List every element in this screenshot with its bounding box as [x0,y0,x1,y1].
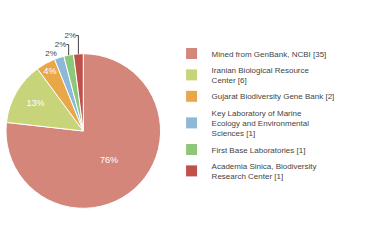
svg-text:Mined from GenBank, NCBI [35]: Mined from GenBank, NCBI [35] [212,50,327,59]
svg-text:Academia Sinica, BiodiversityR: Academia Sinica, BiodiversityResearch Ce… [212,162,317,181]
svg-text:76%: 76% [100,155,118,165]
svg-text:4%: 4% [43,66,56,76]
svg-text:2%: 2% [65,31,77,40]
svg-text:First Base Laboratories [1]: First Base Laboratories [1] [212,146,306,155]
svg-text:Iranian Biological ResourceCen: Iranian Biological ResourceCenter [6] [212,66,310,85]
svg-text:Key Laboratory of MarineEcolog: Key Laboratory of MarineEcology and Envi… [212,109,310,139]
svg-text:2%: 2% [45,49,57,58]
svg-text:2%: 2% [55,40,67,49]
svg-text:Gujarat Biodiversity Gene Bank: Gujarat Biodiversity Gene Bank [2] [212,92,335,101]
svg-text:13%: 13% [26,98,44,108]
